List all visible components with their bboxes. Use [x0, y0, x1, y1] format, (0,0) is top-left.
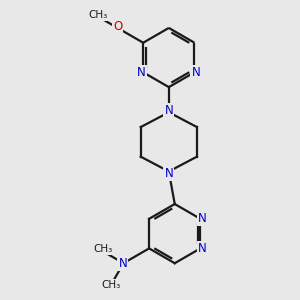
Text: N: N — [164, 167, 173, 180]
Text: CH₃: CH₃ — [88, 10, 108, 20]
Text: N: N — [164, 104, 173, 117]
Text: N: N — [198, 212, 207, 225]
Text: CH₃: CH₃ — [93, 244, 112, 254]
Text: O: O — [113, 20, 122, 33]
Text: N: N — [137, 66, 146, 79]
Text: N: N — [198, 242, 207, 256]
Text: N: N — [192, 66, 200, 79]
Text: N: N — [118, 257, 127, 270]
Text: CH₃: CH₃ — [101, 280, 121, 290]
